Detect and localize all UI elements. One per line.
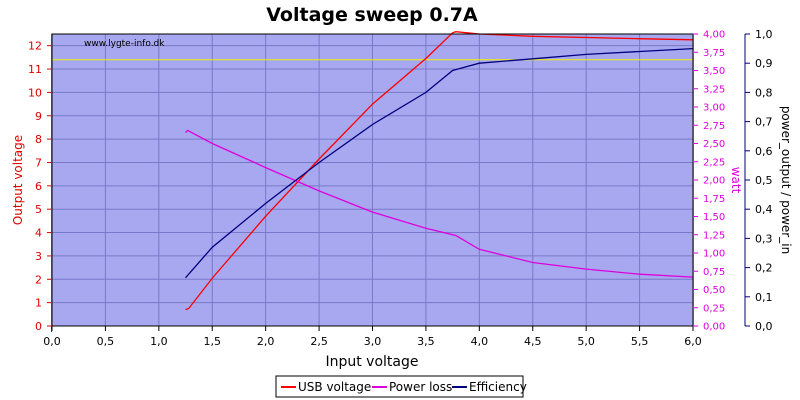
tick-labels: 0,0 0,5 1,0 1,5 2,0 2,5 3,0 3,5 4,0 4,5 5,0 5,5 6,00… <box>28 28 773 348</box>
x-tick-label: 6,0 <box>684 335 702 348</box>
grid <box>51 34 694 327</box>
x-tick-label: 0,0 <box>43 335 61 348</box>
legend-box <box>275 375 524 398</box>
y-watt-tick-label: 3,00 <box>703 103 725 114</box>
y-left-tick-label: 5 <box>35 203 42 216</box>
x-tick-label: 2,0 <box>257 335 275 348</box>
axes <box>47 33 750 332</box>
y-watt-tick-label: 3,50 <box>703 66 725 77</box>
legend-label-power-loss: Power loss <box>389 380 452 394</box>
x-tick-label: 4,5 <box>524 335 542 348</box>
y-watt-tick-label: 0,75 <box>703 267 725 278</box>
series-line-usb-voltage <box>185 31 694 311</box>
y-watt-tick-label: 3,25 <box>703 84 725 95</box>
y-left-tick-label: 11 <box>28 63 42 76</box>
x-tick-label: 3,0 <box>364 335 382 348</box>
legend-label-efficiency: Efficiency <box>469 380 527 394</box>
y-efficiency-tick-label: 0,7 <box>755 116 773 129</box>
x-tick-label: 0,5 <box>97 335 115 348</box>
y-left-tick-label: 6 <box>35 180 42 193</box>
y-efficiency-tick-label: 0,3 <box>755 232 773 245</box>
y-axis-left-title: Output voltage <box>11 135 25 225</box>
y-efficiency-tick-label: 0,8 <box>755 86 773 99</box>
y-watt-tick-label: 1,50 <box>703 212 725 223</box>
y-watt-tick-label: 1,25 <box>703 230 725 241</box>
y-watt-tick-label: 2,50 <box>703 139 725 150</box>
y-axis-efficiency-title: power_output / power_in <box>779 106 793 254</box>
series-line-efficiency <box>185 47 694 279</box>
y-left-tick-label: 9 <box>35 110 42 123</box>
y-watt-tick-label: 2,75 <box>703 121 725 132</box>
y-efficiency-tick-label: 0,6 <box>755 145 773 158</box>
x-tick-label: 5,0 <box>577 335 595 348</box>
y-efficiency-tick-label: 1,0 <box>755 28 773 41</box>
x-tick-label: 4,0 <box>471 335 489 348</box>
y-left-tick-label: 7 <box>35 156 42 169</box>
y-left-tick-label: 12 <box>28 40 42 53</box>
y-left-tick-label: 10 <box>28 86 42 99</box>
y-efficiency-tick-label: 0,4 <box>755 203 773 216</box>
y-efficiency-tick-label: 0,5 <box>755 174 773 187</box>
y-watt-tick-label: 2,25 <box>703 157 725 168</box>
y-watt-tick-label: 4,00 <box>703 30 725 41</box>
x-tick-label: 1,0 <box>150 335 168 348</box>
y-watt-tick-label: 3,75 <box>703 48 725 59</box>
y-left-tick-label: 2 <box>35 273 42 286</box>
y-watt-tick-label: 1,75 <box>703 194 725 205</box>
x-axis-title: Input voltage <box>325 354 418 370</box>
legend-label-usb-voltage: USB voltage <box>298 380 371 394</box>
y-left-tick-label: 1 <box>35 297 42 310</box>
y-watt-tick-label: 0,50 <box>703 285 725 296</box>
y-left-tick-label: 0 <box>35 320 42 333</box>
y-left-tick-label: 3 <box>35 250 42 263</box>
y-watt-tick-label: 1,00 <box>703 249 725 260</box>
x-tick-label: 1,5 <box>204 335 222 348</box>
x-tick-label: 3,5 <box>417 335 435 348</box>
y-axis-watt-title: watt <box>729 167 743 194</box>
series-layer <box>185 31 694 311</box>
y-efficiency-tick-label: 0,2 <box>755 262 773 275</box>
y-watt-tick-label: 0,00 <box>703 322 725 333</box>
y-efficiency-tick-label: 0,0 <box>755 320 773 333</box>
watermark: www.lygte-info.dk <box>84 39 165 49</box>
y-efficiency-tick-label: 0,9 <box>755 57 773 70</box>
y-watt-tick-label: 2,00 <box>703 176 725 187</box>
y-left-tick-label: 4 <box>35 227 42 240</box>
x-tick-label: 5,5 <box>631 335 649 348</box>
legend: USB voltage Power loss Efficiency <box>275 375 527 398</box>
chart-title: Voltage sweep 0.7A <box>266 4 478 26</box>
y-left-tick-label: 8 <box>35 133 42 146</box>
y-watt-tick-label: 0,25 <box>703 303 725 314</box>
x-tick-label: 2,5 <box>310 335 328 348</box>
y-efficiency-tick-label: 0,1 <box>755 291 773 304</box>
series-line-power-loss <box>185 129 694 278</box>
